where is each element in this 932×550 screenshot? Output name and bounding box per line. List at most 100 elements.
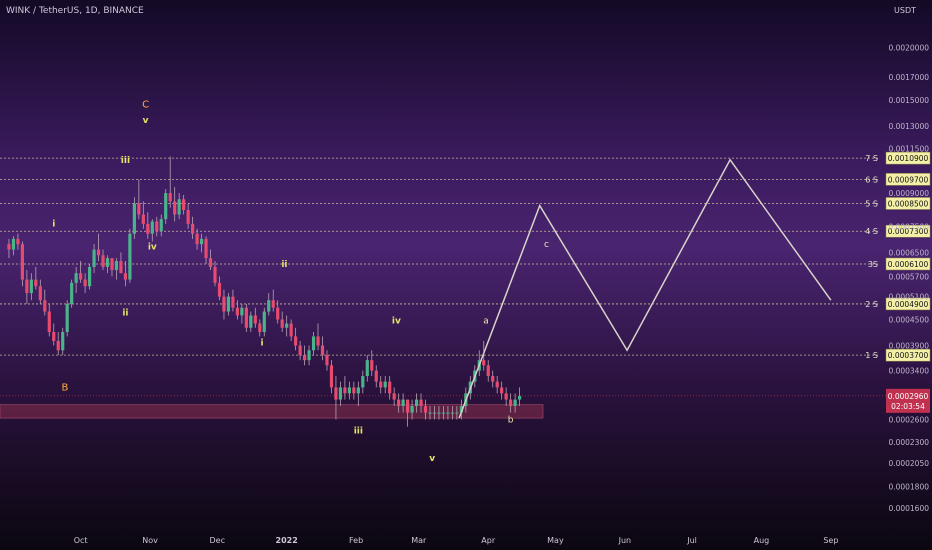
- candle-body: [235, 307, 239, 316]
- candle-body: [432, 412, 437, 414]
- wave-label: b: [508, 415, 514, 425]
- candle-body: [168, 193, 172, 202]
- wave-label: ii: [122, 308, 128, 318]
- candle-body: [105, 258, 110, 267]
- candle-body: [280, 319, 284, 328]
- candle-body: [208, 258, 213, 267]
- symbol-title: WINK / TetherUS, 1D, BINANCE: [6, 6, 144, 16]
- candle-body: [294, 336, 298, 346]
- level-badge-label: 0.0004900: [888, 300, 929, 309]
- candles: [7, 156, 522, 427]
- candle-body: [509, 399, 513, 406]
- y-tick-label: 0.0005100: [888, 293, 929, 302]
- y-tick-label: 0.0009000: [888, 189, 929, 198]
- candle-body: [482, 360, 486, 366]
- candle-body: [258, 323, 262, 333]
- level-name: 7 S: [865, 154, 878, 163]
- candle-body: [123, 273, 128, 280]
- y-tick-label: 0.0013000: [888, 122, 929, 131]
- y-tick-label: 0.0001800: [888, 483, 929, 492]
- candle-body: [401, 399, 405, 406]
- x-tick-label: Dec: [209, 536, 224, 545]
- y-tick-label: 0.0004500: [888, 315, 929, 324]
- y-tick-label: 0.0003400: [888, 367, 929, 376]
- wave-label: iii: [354, 426, 363, 436]
- candle-body: [70, 282, 74, 304]
- level-name: 6 S: [865, 175, 878, 184]
- x-tick-label: Nov: [142, 536, 158, 545]
- candle-body: [302, 355, 307, 361]
- candle-body: [191, 223, 195, 234]
- candle-body: [65, 303, 69, 333]
- candle-body: [155, 221, 159, 232]
- level-badge-label: 0.0007300: [888, 227, 929, 236]
- candle-body: [177, 199, 181, 215]
- candle-body: [217, 282, 222, 297]
- y-tick-label: 0.0007500: [888, 222, 929, 231]
- candle-body: [128, 233, 132, 280]
- wave-label: c: [544, 240, 549, 250]
- candle-body: [16, 238, 20, 245]
- x-tick-label: May: [547, 536, 564, 545]
- level-name: 2 S: [865, 300, 878, 309]
- wave-label: ii: [281, 260, 287, 270]
- x-tick-label: Feb: [349, 536, 363, 545]
- wave-label: iv: [148, 243, 157, 253]
- candle-body: [20, 244, 24, 280]
- candle-body: [406, 399, 410, 413]
- candle-body: [141, 214, 145, 224]
- candle-body: [249, 315, 253, 328]
- level-badge: [885, 151, 931, 165]
- wave-projection-line: [458, 158, 832, 419]
- candle-body: [419, 399, 423, 406]
- candle-body: [25, 279, 29, 294]
- candle-body: [325, 355, 329, 366]
- candle-body: [159, 219, 163, 232]
- candle-body: [173, 201, 177, 215]
- candle-body: [195, 233, 199, 245]
- x-tick-label: 2022: [276, 536, 298, 545]
- candle-body: [446, 412, 450, 414]
- wave-label: iv: [392, 317, 401, 327]
- candle-body: [437, 412, 441, 414]
- candle-body: [352, 387, 356, 394]
- candle-body: [182, 199, 186, 211]
- x-tick-label: Jun: [618, 536, 632, 545]
- level-badge: [885, 224, 931, 238]
- x-tick-label: Jul: [686, 536, 697, 545]
- candle-body: [504, 393, 508, 400]
- candle-body: [459, 405, 463, 413]
- candle-body: [334, 387, 338, 400]
- candle-body: [397, 399, 401, 406]
- candle-body: [267, 300, 271, 312]
- candle-body: [56, 340, 60, 351]
- candle-body: [491, 376, 495, 382]
- current-price-label: 0.0002960: [888, 392, 929, 401]
- wave-label: i: [260, 339, 263, 349]
- candle-body: [455, 412, 459, 414]
- candle-body: [392, 393, 396, 400]
- y-tick-label: 0.0017000: [888, 73, 929, 82]
- candle-body: [87, 266, 92, 287]
- candle-body: [101, 255, 105, 267]
- candle-body: [43, 300, 47, 312]
- wave-label: i: [52, 219, 55, 229]
- candle-body: [92, 249, 96, 267]
- candle-body: [441, 412, 446, 414]
- x-tick-label: Aug: [754, 536, 770, 545]
- candle-body: [361, 376, 365, 388]
- level-badge-label: 0.0006100: [888, 260, 929, 269]
- candle-body: [240, 307, 244, 316]
- candle-body: [199, 238, 204, 245]
- candle-body: [311, 336, 316, 351]
- x-tick-label: Sep: [823, 536, 838, 545]
- level-badge-label: 0.0009700: [888, 175, 929, 184]
- candle-body: [298, 345, 302, 356]
- candle-body: [379, 381, 383, 388]
- candle-body: [307, 350, 311, 361]
- candle-body: [146, 223, 150, 234]
- candle-body: [289, 323, 293, 337]
- candle-body: [83, 279, 87, 287]
- candle-body: [7, 244, 11, 250]
